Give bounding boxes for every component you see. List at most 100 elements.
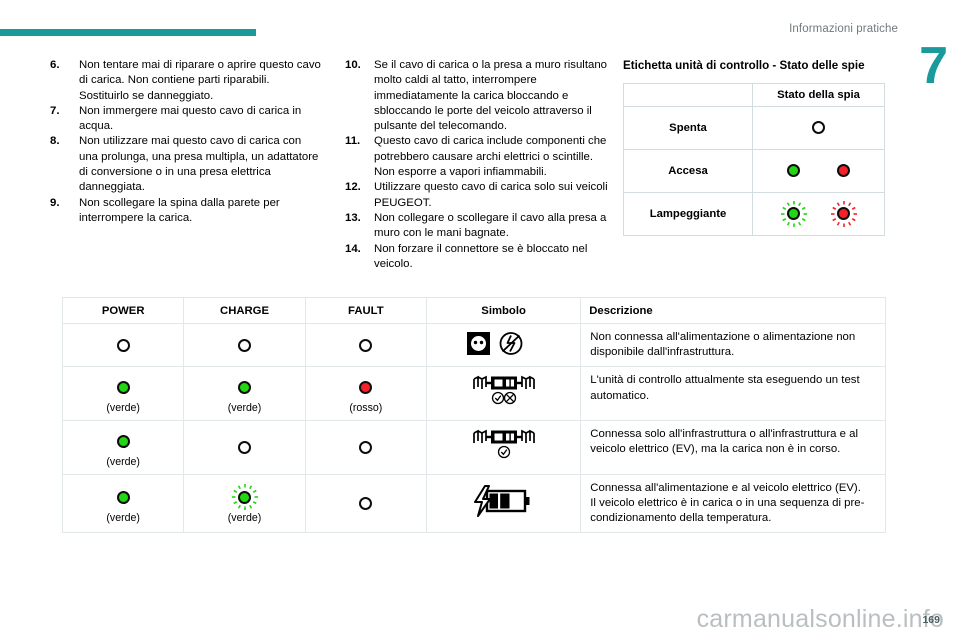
column-header-fault: FAULT (304, 297, 427, 324)
status-cell-power: (verde) (61, 366, 185, 421)
led-indicator-green-flashing (778, 200, 810, 227)
status-cell-description: Connessa all'alimentazione e al veicolo … (580, 473, 886, 534)
indicator-panel-heading: Etichetta unità di controllo - Stato del… (623, 59, 865, 72)
table-row: Non connessa all'alimentazione o aliment… (61, 322, 886, 368)
list-item-number: 8. (50, 135, 60, 148)
status-cell-symbol (425, 420, 582, 475)
list-item-number: 14. (345, 242, 361, 255)
safety-instructions-list-middle: 10. Se il cavo di carica o la presa a mur… (345, 58, 617, 272)
led-dot (787, 207, 800, 220)
table-row: Lampeggiante (623, 191, 885, 236)
status-cell-symbol (425, 366, 582, 421)
led-color-caption: (verde) (106, 512, 140, 525)
list-item-number: 9. (50, 196, 60, 209)
charging-status-table: POWER CHARGE FAULT Simbolo Descrizione N… (61, 297, 886, 534)
led-dot (116, 434, 130, 448)
list-item-text: Non scollegare la spina dalla parete per… (79, 196, 280, 224)
table-row: (verde) Connessa solo all'infrastruttura … (61, 420, 886, 475)
status-cell-fault (304, 420, 427, 475)
list-item: 7. Non immergere mai questo cavo di caric… (50, 104, 322, 135)
table-header-row: POWER CHARGE FAULT Simbolo Descrizione (61, 297, 886, 324)
list-item: 13. Non collegare o scollegare il cavo al… (345, 211, 617, 242)
status-table-header: POWER CHARGE FAULT Simbolo Descrizione (61, 297, 886, 324)
column-left: 6. Non tentare mai di riparare o aprire q… (50, 58, 322, 226)
led-dot (812, 121, 825, 134)
list-item: 12. Utilizzare questo cavo di carica solo… (345, 180, 617, 211)
status-cell-charge (183, 322, 306, 368)
list-item-number: 11. (345, 135, 361, 148)
led-indicator-off (229, 435, 261, 461)
indicator-row-leds (752, 148, 885, 193)
led-indicator-off (350, 435, 382, 461)
indicator-state-table: Stato della spia Spenta Accesa Lampeggiante (623, 82, 885, 236)
list-item-text: Non collegare o scollegare il cavo alla … (374, 211, 607, 240)
status-cell-symbol (425, 322, 582, 368)
led-dot (116, 380, 130, 394)
led-dot (359, 497, 373, 511)
status-cell-power: (verde) (61, 420, 185, 475)
list-item: 14. Non forzare il connettore se è blocca… (345, 242, 617, 273)
column-middle: 10. Se il cavo di carica o la presa a mur… (345, 58, 617, 272)
indicator-row-label: Spenta (623, 105, 753, 150)
list-item: 11. Questo cavo di carica include compone… (345, 134, 617, 180)
indicator-table-blank-header (623, 82, 753, 107)
indicator-row-leds (752, 105, 885, 150)
led-dot (238, 490, 252, 504)
status-cell-fault (304, 322, 427, 368)
status-cell-symbol (425, 473, 582, 534)
page-number: 169 (922, 614, 940, 626)
led-dot (116, 490, 130, 504)
led-dot (359, 380, 373, 394)
led-indicator-red (828, 158, 860, 184)
status-cell-fault (304, 473, 427, 534)
running-header-title: Informazioni pratiche (789, 23, 898, 35)
led-dot (359, 339, 373, 353)
status-cell-charge: (verde) (183, 366, 306, 421)
led-indicator-green (107, 484, 139, 510)
battery-charging-icon (473, 484, 530, 517)
column-right: Etichetta unità di controllo - Stato del… (623, 58, 895, 236)
led-dot (238, 441, 252, 455)
list-item-text: Non forzare il connettore se è bloccato … (374, 242, 588, 270)
led-indicator-off (350, 491, 382, 517)
led-indicator-off (107, 333, 139, 359)
table-row: Spenta (623, 105, 885, 150)
list-item-number: 12. (345, 181, 361, 194)
status-cell-power: (verde) (61, 473, 185, 534)
led-indicator-red-flashing (828, 200, 860, 227)
status-cell-charge (183, 420, 306, 475)
led-dot (238, 339, 252, 353)
socket-and-no-power-icon (466, 331, 522, 355)
list-item-text: Non utilizzare mai questo cavo di carica… (79, 135, 319, 194)
led-indicator-green (107, 428, 139, 454)
table-header-row: Stato della spia (623, 82, 885, 107)
led-dot (238, 380, 252, 394)
led-dot (787, 164, 800, 177)
list-item-number: 6. (50, 59, 60, 71)
led-indicator-green (229, 374, 261, 400)
table-row: (verde) (verde) Connessa all'alimentazione… (61, 473, 886, 534)
list-item: 6. Non tentare mai di riparare o aprire q… (50, 58, 322, 104)
list-item: 9. Non scollegare la spina dalla parete p… (50, 196, 322, 227)
status-cell-description: Connessa solo all'infrastruttura o all'i… (580, 420, 886, 475)
status-cell-charge: (verde) (183, 473, 306, 534)
list-item-number: 7. (50, 104, 60, 117)
list-item-number: 13. (345, 211, 361, 224)
led-dot (837, 164, 850, 177)
led-color-caption: (verde) (106, 402, 140, 415)
list-item-text: Non tentare mai di riparare o aprire que… (79, 59, 321, 102)
indicator-row-label: Lampeggiante (623, 191, 753, 236)
status-cell-power (61, 322, 185, 368)
led-dot (359, 441, 373, 455)
led-indicator-green-flashing (229, 484, 261, 511)
led-dot (116, 339, 130, 353)
led-color-caption: (verde) (227, 512, 262, 525)
led-dot (837, 207, 850, 220)
site-watermark: carmanualsonline.info (696, 605, 944, 633)
led-indicator-off (229, 333, 261, 359)
chapter-number: 7 (919, 37, 948, 95)
status-cell-description: L'unità di controllo attualmente sta ese… (580, 366, 886, 421)
table-row: Accesa (623, 148, 885, 193)
status-cell-fault: (rosso) (304, 366, 427, 421)
indicator-row-label: Accesa (623, 148, 753, 193)
